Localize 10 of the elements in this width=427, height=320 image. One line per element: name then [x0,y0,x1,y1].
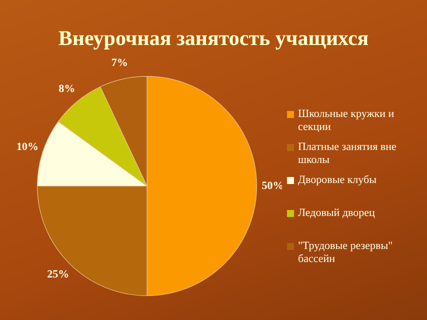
data-label: 7% [111,57,128,70]
data-label: 10% [16,141,38,153]
data-label: 8% [58,82,76,95]
legend-label: "Трудовые резервы" бассейн [298,240,394,266]
data-label: 25% [47,268,70,281]
legend-label: Платные занятия вне школы [298,141,398,167]
slice-label: Школьные кружки и секции [298,108,396,134]
legend-label: Дворовые клубы [298,174,377,187]
legend-label: Ледовый дворец [298,207,375,220]
chart-title: Внеурочная занятость учащихся [57,26,370,51]
